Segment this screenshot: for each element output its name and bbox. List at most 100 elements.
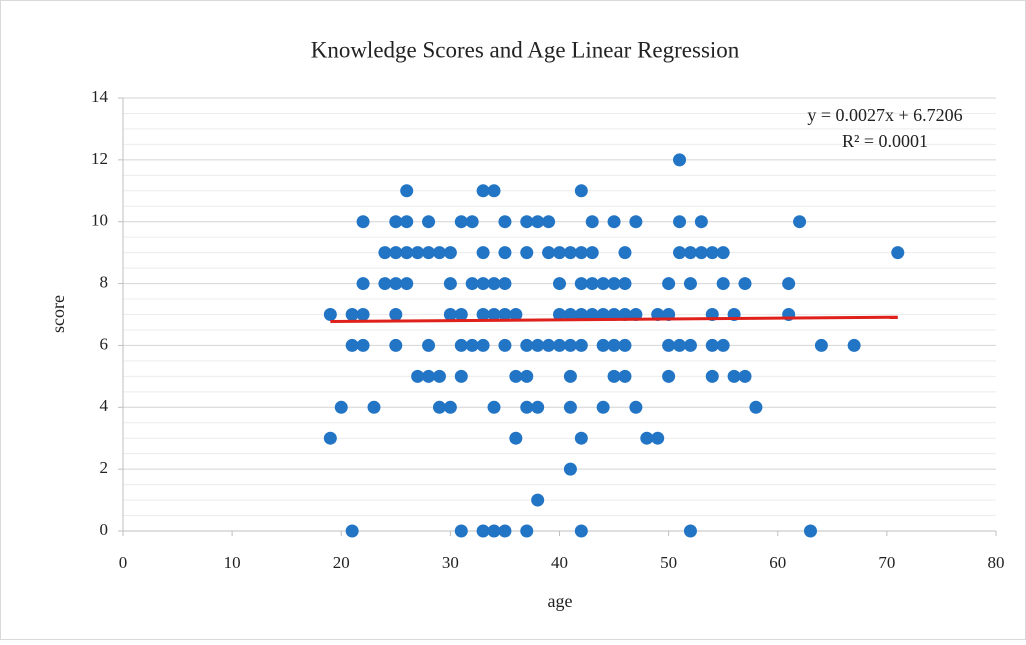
x-axis-label: age [548,591,573,611]
point [531,493,545,507]
point [400,246,414,260]
point [422,246,436,260]
point [662,338,676,352]
point [596,277,610,291]
y-tick-label: 6 [100,334,109,353]
point [454,308,468,321]
point [553,338,566,352]
point [574,431,588,445]
point [476,184,490,198]
x-tick-label: 80 [988,553,1005,572]
point [520,215,534,229]
point [443,277,457,291]
point [542,246,556,260]
point [323,308,337,321]
point [356,215,370,229]
point [520,338,534,352]
point [509,431,523,445]
y-tick-label: 0 [100,520,109,539]
point [629,215,643,229]
point [694,246,708,260]
point [520,246,534,260]
point [520,369,534,383]
point [487,400,501,414]
point [356,338,370,352]
y-tick-label: 8 [100,272,109,291]
y-tick-label: 4 [100,396,109,415]
point [345,338,359,352]
point [345,308,359,321]
point [607,369,621,383]
point [782,277,796,291]
point [454,369,468,383]
point [716,338,730,352]
point [585,277,599,291]
point [738,369,752,383]
point [487,308,501,321]
point [574,277,588,291]
point [585,308,599,321]
point [356,277,370,291]
point [618,277,632,291]
point [498,524,512,538]
y-tick-label: 14 [91,87,109,106]
point [487,184,501,198]
point [694,215,708,229]
point [553,277,566,291]
point [422,215,436,229]
point [498,215,512,229]
point [596,308,610,321]
point [476,246,490,260]
point [716,277,730,291]
point [443,308,457,321]
point [465,215,479,229]
point [498,277,512,291]
point [738,277,752,291]
point [553,246,566,260]
point [531,338,545,352]
point [629,400,643,414]
point [727,369,741,383]
point [400,277,414,291]
point [509,308,523,321]
point [378,246,392,260]
x-tick-label: 20 [333,553,350,572]
point [389,338,403,352]
point [454,338,468,352]
x-tick-label: 10 [224,553,241,572]
point [683,246,697,260]
point [345,524,359,538]
point [432,369,446,383]
point [891,246,905,260]
point [683,338,697,352]
point [651,431,665,445]
point [454,524,468,538]
point [563,246,577,260]
point [563,338,577,352]
point [683,524,697,538]
point [389,277,403,291]
point [705,338,719,352]
point [498,246,512,260]
point [465,277,479,291]
point [432,400,446,414]
point [520,524,534,538]
point [563,462,577,476]
point [443,400,457,414]
trendline [330,315,898,324]
point [563,369,577,383]
point [705,246,719,260]
point [498,338,512,352]
point [793,215,807,229]
point [618,369,632,383]
point [531,215,545,229]
point [367,400,381,414]
chart-title: Knowledge Scores and Age Linear Regressi… [311,37,740,62]
y-tick-label: 2 [100,458,109,477]
y-tick-label: 10 [91,211,108,230]
point [574,338,588,352]
y-axis-label: score [48,295,68,333]
point [422,338,436,352]
x-tick-label: 30 [442,553,459,572]
